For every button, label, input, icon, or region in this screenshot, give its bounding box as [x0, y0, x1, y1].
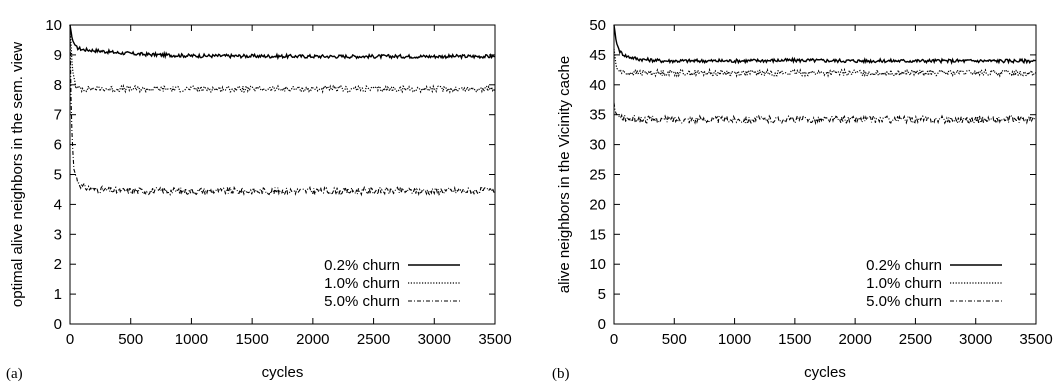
chart-panel-a: 0 1 2 3 4 5 6 7 8 9 10 0 500 1000 1500 2000 2500 3000 3500…	[6, 17, 512, 382]
y-tick-label: 40	[589, 77, 606, 94]
x-axis-label: cycles	[262, 364, 304, 381]
x-tick-label: 0	[66, 331, 74, 348]
x-tick-label: 1000	[718, 331, 751, 348]
y-tick-label: 45	[589, 47, 606, 64]
legend-label: 1.0% churn	[866, 275, 942, 292]
y-tick-label: 10	[45, 17, 62, 34]
x-tick-label: 2500	[899, 331, 932, 348]
plot-frame	[613, 24, 1037, 325]
x-tick-label: 0	[610, 331, 618, 348]
y-tick-label: 6	[54, 137, 62, 154]
series-line-5-0-churn	[69, 24, 496, 197]
y-tick-label: 1	[54, 286, 62, 303]
series-line-0-2-churn	[69, 24, 495, 61]
x-tick-label: 1500	[778, 331, 811, 348]
y-tick-label: 5	[598, 286, 606, 303]
y-axis-label: alive neighbors in the Vicinity cache	[556, 56, 573, 293]
series-line-1-0-churn	[613, 48, 1036, 79]
legend-label: 5.0% churn	[866, 293, 942, 310]
series-line-0-2-churn	[613, 24, 1036, 65]
x-tick-label: 500	[118, 331, 143, 348]
y-axis-label: optimal alive neighbors in the sem. view	[9, 42, 26, 307]
x-tick-label: 2000	[296, 331, 329, 348]
y-tick-label: 50	[589, 17, 606, 34]
y-tick-label: 10	[589, 256, 606, 273]
y-tick-label: 35	[589, 107, 606, 124]
panel-label: (b)	[552, 366, 570, 382]
plot-frame	[69, 24, 496, 325]
y-tick-label: 8	[54, 77, 62, 94]
x-tick-label: 2500	[357, 331, 390, 348]
y-tick-label: 3	[54, 226, 62, 243]
legend-label: 0.2% churn	[866, 257, 942, 274]
x-tick-label: 2000	[838, 331, 871, 348]
y-tick-label: 5	[54, 167, 62, 184]
x-tick-label: 1000	[175, 331, 208, 348]
panel-label: (a)	[6, 366, 23, 382]
x-tick-label: 1500	[235, 331, 268, 348]
y-tick-label: 30	[589, 137, 606, 154]
x-axis-label: cycles	[804, 364, 846, 381]
y-tick-label: 9	[54, 47, 62, 64]
legend-label: 0.2% churn	[324, 257, 400, 274]
x-tick-label: 3500	[1019, 331, 1052, 348]
x-tick-label: 3000	[959, 331, 992, 348]
y-tick-label: 0	[598, 316, 606, 333]
y-tick-label: 4	[54, 196, 62, 213]
y-tick-label: 25	[589, 167, 606, 184]
x-tick-label: 3500	[478, 331, 511, 348]
x-tick-label: 500	[662, 331, 687, 348]
legend-label: 5.0% churn	[324, 293, 400, 310]
legend-label: 1.0% churn	[324, 275, 400, 292]
y-tick-label: 15	[589, 226, 606, 243]
y-tick-label: 20	[589, 196, 606, 213]
y-tick-label: 7	[54, 107, 62, 124]
y-tick-label: 0	[54, 316, 62, 333]
y-tick-label: 2	[54, 256, 62, 273]
x-tick-label: 3000	[418, 331, 451, 348]
series-line-5-0-churn	[613, 102, 1036, 126]
